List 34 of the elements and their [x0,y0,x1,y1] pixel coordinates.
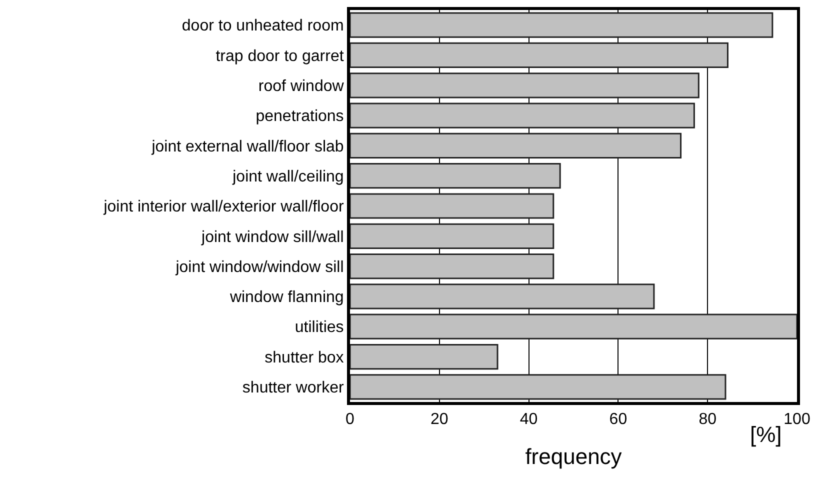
bar [350,254,554,280]
bar [350,42,728,68]
y-tick-label: door to unheated room [182,18,344,35]
y-tick-label: joint window sill/wall [200,228,344,246]
bar [350,374,726,400]
x-tick-label: 100 [784,411,810,428]
y-tick-label: joint wall/ceiling [232,168,344,186]
y-tick-label: trap door to garret [216,48,344,65]
x-tick-label: 60 [609,411,628,428]
x-tick-label: 0 [346,411,355,428]
bar [350,284,655,310]
bar [350,132,682,158]
x-tick-label: 80 [698,411,717,428]
bar [350,12,774,38]
bar [350,193,554,219]
x-tick-label: 20 [430,411,448,428]
bar [350,314,797,340]
y-tick-label: joint window/window sill [174,258,344,276]
text: [%] [750,422,782,447]
y-tick-label: roof window [258,78,344,95]
y-tick-label: joint external wall/floor slab [150,138,344,156]
y-tick-label: shutter box [264,349,344,366]
bar [350,223,554,249]
y-tick-label: window flanning [228,289,344,306]
y-tick-label: penetrations [256,108,344,126]
x-axis-title: frequency [525,444,622,470]
y-tick-label: shutter worker [242,380,344,397]
bar [350,72,700,98]
bar [350,344,498,370]
x-tick-label: 40 [520,411,538,428]
y-tick-label: utilities [294,319,344,336]
y-tick-label: joint interior wall/exterior wall/floor [102,198,344,216]
bar [350,102,695,128]
bar [350,163,561,189]
